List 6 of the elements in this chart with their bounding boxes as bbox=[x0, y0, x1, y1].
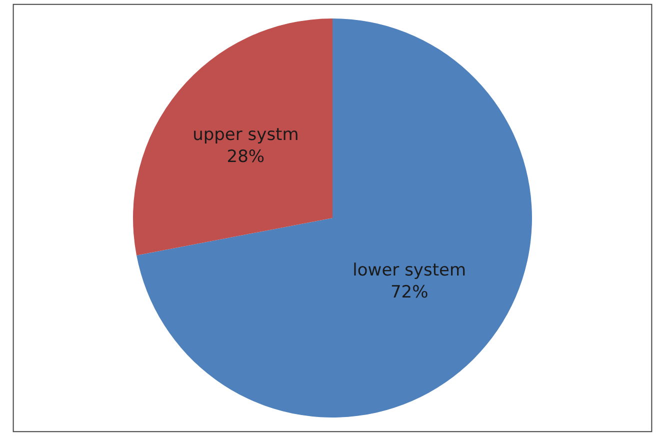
data-label: 72% bbox=[390, 282, 428, 303]
slice-label: lower system bbox=[352, 260, 466, 281]
slice-label: upper systm bbox=[192, 125, 299, 146]
pie-slice bbox=[136, 18, 532, 418]
pie-slice bbox=[133, 18, 332, 256]
data-label: 28% bbox=[226, 147, 265, 168]
